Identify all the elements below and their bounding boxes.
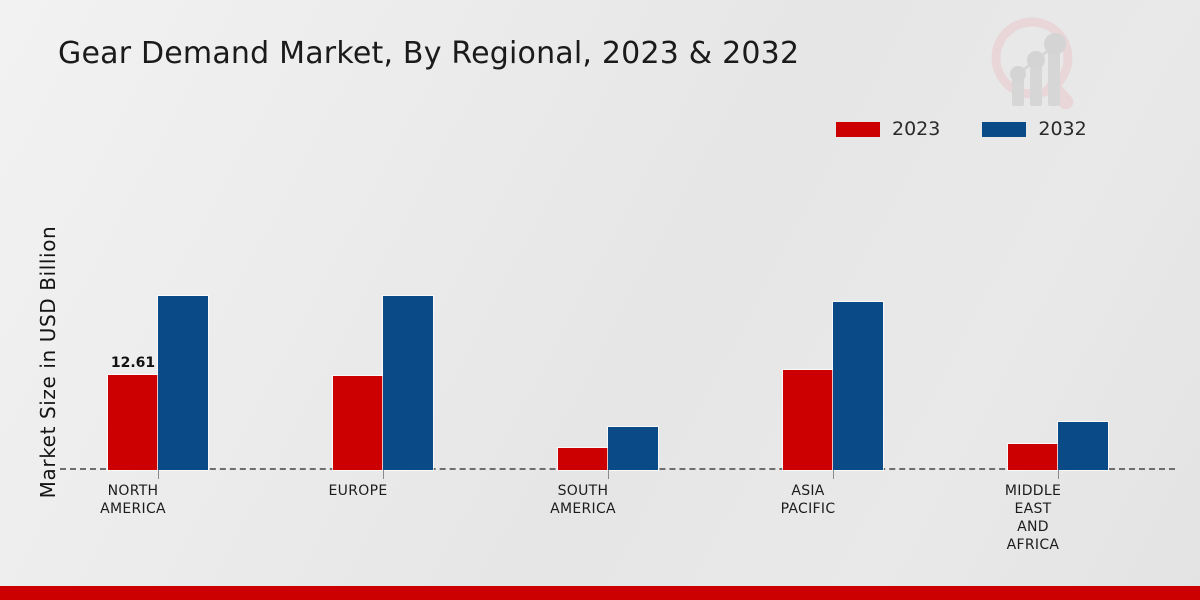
category-label-north-america: NORTH AMERICA — [63, 482, 203, 518]
category-line: AMERICA — [100, 501, 166, 517]
category-line: EUROPE — [328, 483, 388, 499]
bar-middle-east-and-africa-2023[interactable] — [1008, 444, 1058, 470]
bar-group-south-america: SOUTH AMERICA — [550, 150, 658, 517]
legend-item-2032[interactable]: 2032 — [982, 118, 1087, 140]
bar-south-america-2032[interactable] — [608, 427, 658, 470]
bar-group-north-america: 12.61 NORTH AMERICA — [100, 150, 208, 517]
category-label-europe: EUROPE — [288, 482, 428, 500]
bar-asia-pacific-2032[interactable] — [833, 302, 883, 470]
legend-label-2032: 2032 — [1038, 118, 1087, 140]
axis-tick-south-america — [608, 470, 609, 479]
category-line: AMERICA — [550, 501, 616, 517]
bar-europe-2032[interactable] — [383, 296, 433, 470]
bar-group-asia-pacific: ASIA PACIFIC — [781, 150, 883, 517]
page-title: Gear Demand Market, By Regional, 2023 & … — [58, 36, 800, 71]
category-line: EAST — [1014, 501, 1052, 517]
bar-south-america-2023[interactable] — [558, 448, 608, 470]
legend-item-2023[interactable]: 2023 — [836, 120, 940, 139]
bar-north-america-2023[interactable] — [108, 375, 158, 470]
category-line: SOUTH — [557, 483, 609, 499]
axis-tick-europe — [383, 470, 384, 479]
bar-europe-2023[interactable] — [333, 376, 383, 470]
chart-legend: 2023 2032 — [836, 120, 1087, 139]
category-label-asia-pacific: ASIA PACIFIC — [738, 482, 878, 518]
legend-label-2023: 2023 — [892, 118, 941, 140]
category-line: MIDDLE — [1004, 483, 1062, 499]
footer-accent-bar — [0, 586, 1200, 600]
plot-area: 12.61 NORTH AMERICA EUROPE SOUTH AMERICA — [60, 150, 1175, 553]
category-line: AFRICA — [1006, 537, 1060, 553]
category-label-south-america: SOUTH AMERICA — [513, 482, 653, 518]
axis-tick-north-america — [158, 470, 159, 479]
category-line: ASIA — [791, 483, 825, 499]
axis-tick-middle-east-and-africa — [1058, 470, 1059, 479]
bar-group-middle-east-and-africa: MIDDLE EAST AND AFRICA — [1005, 150, 1108, 553]
axis-tick-asia-pacific — [833, 470, 834, 479]
category-line: PACIFIC — [780, 501, 836, 517]
bar-asia-pacific-2023[interactable] — [783, 370, 833, 470]
bar-group-europe: EUROPE — [329, 150, 433, 499]
legend-swatch-2032 — [982, 122, 1027, 137]
category-line: NORTH — [107, 483, 159, 499]
category-label-middle-east-and-africa: MIDDLE EAST AND AFRICA — [963, 482, 1103, 554]
bar-north-america-2032[interactable] — [158, 296, 208, 470]
watermark-logo-icon — [980, 8, 1092, 120]
bar-middle-east-and-africa-2032[interactable] — [1058, 422, 1108, 470]
category-line: AND — [1017, 519, 1049, 535]
legend-swatch-2023 — [836, 122, 880, 137]
y-axis-title: Market Size in USD Billion — [36, 225, 60, 499]
bar-value-north-america-2023: 12.61 — [110, 355, 156, 371]
